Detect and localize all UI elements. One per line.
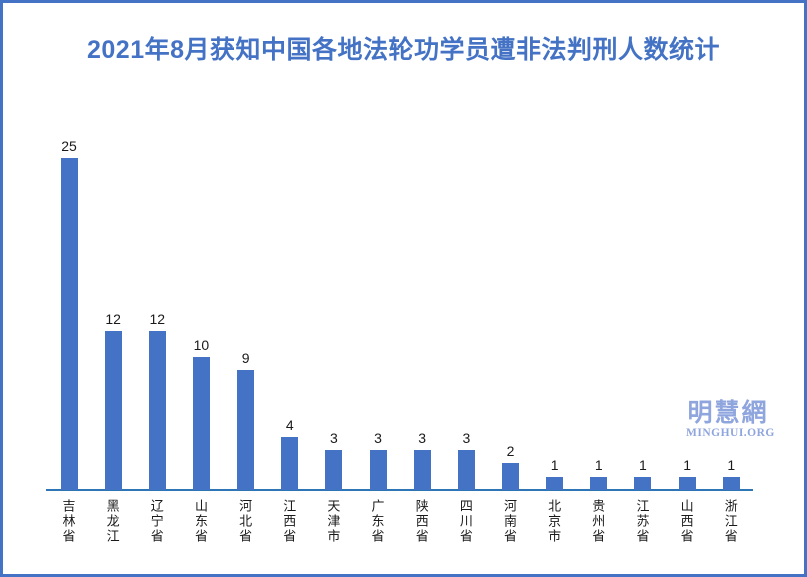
watermark-cjk-text: 明慧網	[687, 400, 769, 427]
value-label: 10	[193, 337, 210, 354]
category-label: 黑龙江	[104, 499, 120, 544]
category-label: 江西省	[281, 499, 297, 544]
value-label: 3	[329, 430, 338, 447]
category-label: 吉林省	[60, 499, 76, 544]
category-label: 广东省	[369, 499, 385, 544]
value-label: 1	[683, 456, 691, 473]
value-label: 1	[550, 456, 559, 473]
chart-title: 2021年8月获知中国各地法轮功学员遭非法判刑人数统计	[86, 36, 721, 64]
bar-辽宁省	[148, 330, 166, 490]
category-label: 河南省	[502, 499, 517, 544]
bar-广东省	[369, 450, 387, 490]
value-label: 3	[374, 430, 382, 447]
bar-陕西省	[413, 450, 431, 490]
category-label: 山西省	[678, 499, 694, 544]
bar-河南省	[502, 463, 519, 490]
bar-山西省	[678, 476, 696, 490]
bar-天津市	[325, 450, 343, 490]
x-axis-line	[46, 489, 753, 491]
bar-江西省	[281, 436, 299, 490]
category-label: 辽宁省	[148, 499, 164, 544]
value-label: 4	[285, 416, 294, 433]
value-label: 25	[61, 138, 77, 154]
bar-吉林省	[60, 158, 78, 490]
category-label: 陕西省	[413, 499, 429, 544]
category-label: 天津市	[325, 499, 341, 544]
bar-江苏省	[634, 476, 652, 490]
bar-河北省	[237, 370, 255, 490]
category-label: 河北省	[237, 499, 253, 544]
value-label: 3	[418, 430, 427, 447]
category-label: 江苏省	[634, 499, 650, 544]
value-label: 12	[149, 310, 166, 327]
value-label: 1	[594, 456, 603, 473]
category-label: 北京市	[546, 499, 562, 544]
bar-北京市	[546, 476, 564, 490]
bar-黑龙江	[104, 330, 122, 490]
bar-浙江省	[722, 476, 740, 490]
bar-贵州省	[590, 476, 608, 490]
minghui-watermark: 明慧網 MINGHUI.ORG	[686, 400, 775, 440]
watermark-latin-text: MINGHUI.ORG	[686, 427, 775, 439]
value-label: 1	[639, 456, 647, 473]
bar-四川省	[457, 450, 475, 490]
value-label: 9	[241, 350, 250, 367]
value-label: 1	[727, 456, 736, 473]
value-label: 2	[506, 443, 515, 460]
category-label: 山东省	[192, 499, 208, 544]
category-label: 贵州省	[590, 499, 606, 544]
value-label: 3	[462, 430, 471, 447]
category-label: 浙江省	[722, 499, 738, 544]
value-label: 12	[105, 310, 121, 327]
category-label: 四川省	[457, 499, 473, 544]
bar-山东省	[192, 357, 210, 490]
